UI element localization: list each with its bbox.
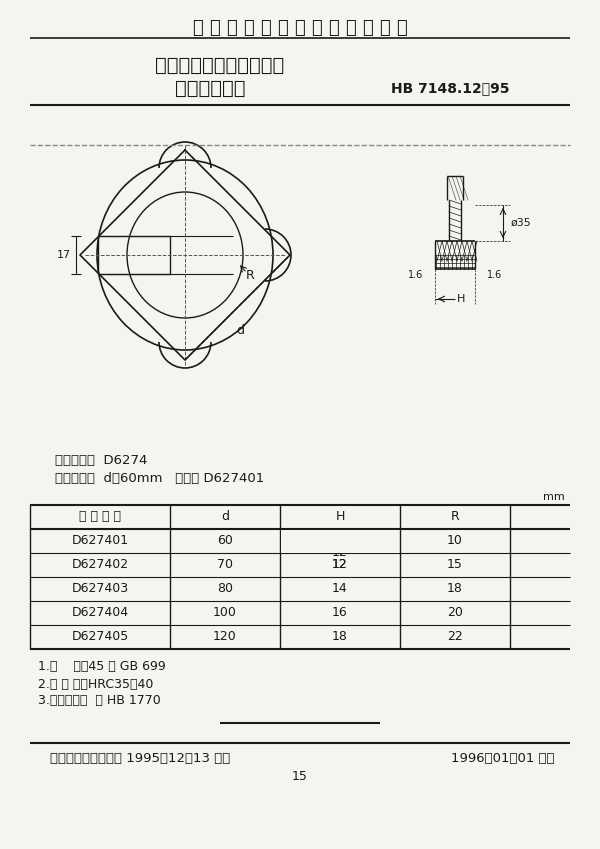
- Text: 分类代号：  D6274: 分类代号： D6274: [55, 453, 148, 466]
- Text: 12: 12: [332, 559, 348, 571]
- Text: ø35: ø35: [511, 218, 532, 228]
- Text: d: d: [236, 323, 244, 336]
- Text: HB 7148.12－95: HB 7148.12－95: [391, 81, 509, 95]
- Text: H: H: [335, 510, 344, 524]
- Text: R: R: [451, 510, 460, 524]
- Text: D627405: D627405: [71, 631, 128, 644]
- Text: d: d: [221, 510, 229, 524]
- Text: 中国航空工业总公司 1995－12－13 发布: 中国航空工业总公司 1995－12－13 发布: [50, 751, 230, 764]
- Text: 1.6: 1.6: [487, 270, 502, 280]
- Text: 15: 15: [447, 559, 463, 571]
- Text: 大型系列组合夹具紧固件: 大型系列组合夹具紧固件: [155, 55, 284, 75]
- Text: 100: 100: [213, 606, 237, 620]
- Text: 1.材    料：45 按 GB 699: 1.材 料：45 按 GB 699: [38, 661, 166, 673]
- Text: 18: 18: [447, 582, 463, 595]
- Text: mm: mm: [543, 492, 565, 502]
- Text: 70: 70: [217, 559, 233, 571]
- Text: R: R: [245, 268, 254, 282]
- Text: 1996－01－01 实施: 1996－01－01 实施: [451, 751, 555, 764]
- Bar: [281, 530, 399, 553]
- Text: H: H: [457, 294, 466, 304]
- Text: 120: 120: [213, 631, 237, 644]
- Text: 标记代号：  d＝60mm   标记为 D627401: 标记代号： d＝60mm 标记为 D627401: [55, 471, 264, 485]
- Text: 14: 14: [332, 582, 348, 595]
- Text: 10: 10: [447, 535, 463, 548]
- Text: 3.技术条件：  按 HB 1770: 3.技术条件： 按 HB 1770: [38, 694, 161, 707]
- Text: D627404: D627404: [71, 606, 128, 620]
- Text: 20: 20: [447, 606, 463, 620]
- Text: 12: 12: [332, 559, 348, 571]
- Text: 60: 60: [217, 535, 233, 548]
- Text: 80: 80: [217, 582, 233, 595]
- Text: 1.6: 1.6: [408, 270, 423, 280]
- Text: D627403: D627403: [71, 582, 128, 595]
- Text: 中 华 人 民 共 和 国 航 空 工 业 标 准: 中 华 人 民 共 和 国 航 空 工 业 标 准: [193, 19, 407, 37]
- Text: D627402: D627402: [71, 559, 128, 571]
- Text: 2.热 处 理：HRC35～40: 2.热 处 理：HRC35～40: [38, 678, 154, 690]
- Text: 17: 17: [57, 250, 71, 260]
- Bar: [98, 236, 170, 274]
- Text: 四叶快卸垫圈: 四叶快卸垫圈: [175, 78, 245, 98]
- Text: 12: 12: [332, 547, 348, 559]
- Text: 15: 15: [292, 769, 308, 783]
- Text: 16: 16: [332, 606, 348, 620]
- Text: 标 记 代 号: 标 记 代 号: [79, 510, 121, 524]
- Text: 18: 18: [332, 631, 348, 644]
- Text: D627401: D627401: [71, 535, 128, 548]
- Text: 22: 22: [447, 631, 463, 644]
